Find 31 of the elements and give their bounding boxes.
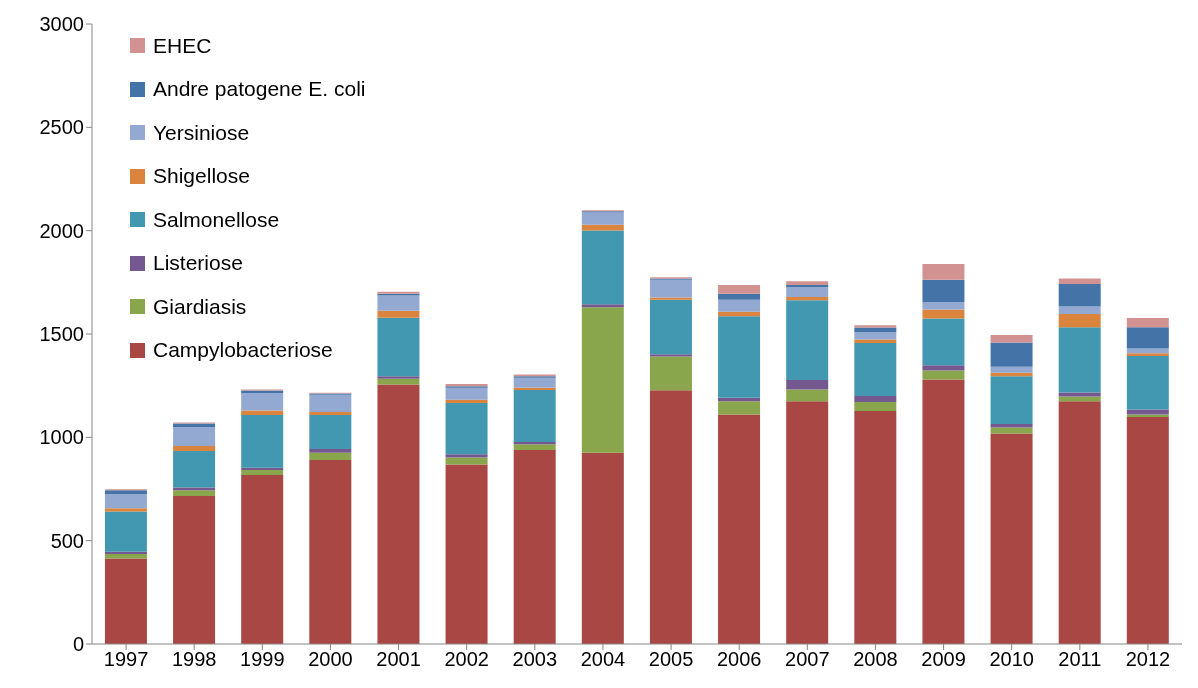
legend-label: Yersiniose	[153, 120, 250, 145]
x-tick-label: 2006	[716, 648, 762, 671]
legend-label: Shigellose	[153, 164, 250, 189]
x-tick-label: 2002	[444, 648, 489, 671]
x-tick-label: 2011	[1058, 648, 1102, 671]
x-tick-label: 2005	[648, 648, 694, 671]
x-tick-label: 2003	[512, 648, 558, 671]
x-tick-label: 1999	[240, 648, 285, 671]
legend-label: Salmonellose	[153, 207, 280, 232]
y-tick-label: 1500	[39, 323, 84, 346]
x-tick-label: 2012	[1125, 648, 1171, 671]
x-tick-label: 2004	[580, 648, 626, 671]
x-tick-label: 2010	[989, 648, 1034, 671]
x-tick-label: 2007	[785, 648, 830, 671]
legend-label: Campylobacteriose	[153, 338, 333, 363]
x-tick-label: 1998	[171, 648, 217, 671]
y-tick-label: 2000	[39, 219, 84, 242]
x-tick-label: 1997	[103, 648, 149, 671]
x-tick-label: 2000	[308, 648, 353, 671]
y-tick-label: 1000	[39, 426, 84, 449]
y-tick-label: 3000	[39, 13, 84, 36]
x-tick-label: 2001	[376, 648, 421, 671]
legend-label: Andre patogene E. coli	[153, 77, 366, 102]
y-tick-label: 0	[72, 633, 84, 656]
x-tick-label: 2008	[853, 648, 898, 671]
y-tick-label: 2500	[39, 116, 84, 139]
y-tick-label: 500	[50, 529, 84, 552]
legend-label: EHEC	[153, 33, 212, 58]
legend-label: Listeriose	[153, 251, 243, 276]
x-tick-label: 2009	[921, 648, 966, 671]
legend-label: Giardiasis	[153, 294, 247, 319]
